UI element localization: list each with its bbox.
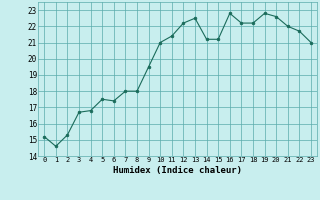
X-axis label: Humidex (Indice chaleur): Humidex (Indice chaleur): [113, 166, 242, 175]
